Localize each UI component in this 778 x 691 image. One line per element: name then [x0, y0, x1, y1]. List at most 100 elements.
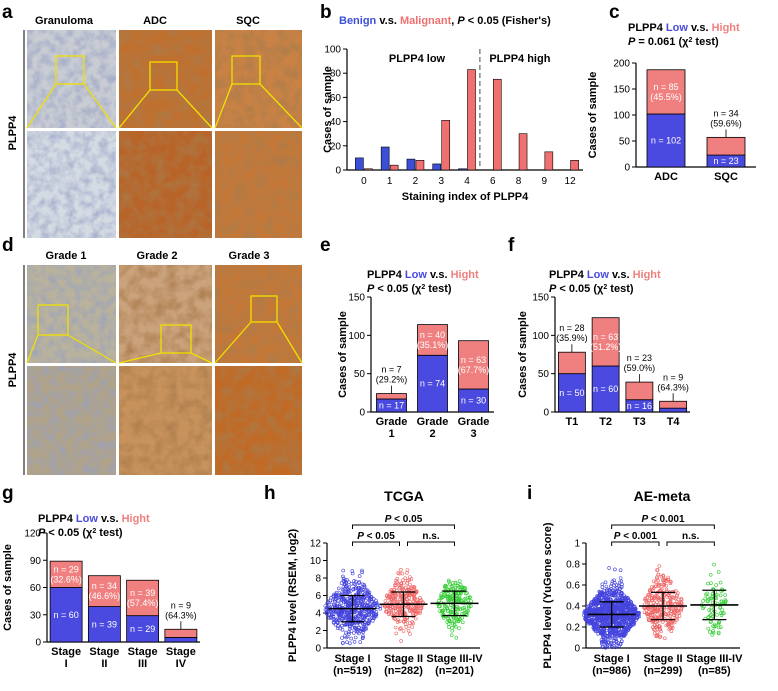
panel-letter: c [609, 2, 620, 23]
data-point [706, 615, 711, 619]
data-point [618, 593, 623, 598]
chart-title: AE-meta [634, 488, 691, 504]
y-tick-label: 0 [315, 644, 321, 655]
data-point [353, 602, 358, 606]
data-point [467, 595, 472, 600]
bar-high [591, 317, 620, 367]
data-point [711, 630, 716, 635]
data-point [668, 581, 673, 586]
y-tick-label: 150 [613, 85, 630, 96]
y-axis-label: Cases of sample [517, 311, 529, 398]
data-point [464, 610, 469, 614]
data-point [701, 606, 705, 611]
significance-bracket [611, 541, 660, 546]
data-point [335, 619, 340, 624]
panel-d: d Grade 1 Grade 2 Grade 3 PLPP4 [2, 235, 303, 475]
data-point [647, 598, 651, 603]
data-point [399, 593, 403, 598]
data-point [651, 607, 655, 612]
panel-a: a Granuloma ADC SQC PLPP4 [2, 2, 303, 238]
data-point [388, 606, 393, 611]
data-point [618, 568, 623, 573]
data-point [409, 577, 414, 581]
data-point [648, 594, 652, 598]
data-point [659, 574, 664, 579]
high-count-label: n = 7 (29.2%) [376, 365, 408, 385]
data-point [616, 631, 620, 636]
data-point [642, 610, 647, 615]
data-point [632, 622, 636, 626]
data-point [374, 610, 379, 614]
bar-high [646, 69, 686, 115]
data-point [600, 631, 604, 636]
chart-subtitle: P < 0.05 (χ2 test) [38, 527, 123, 539]
x-tick-label: Stage I (n=519) [333, 653, 372, 677]
data-point [582, 610, 587, 615]
panel-letter: f [508, 235, 515, 256]
data-point [359, 612, 363, 617]
data-point [587, 609, 592, 614]
data-point [345, 578, 349, 582]
data-point [362, 614, 367, 619]
data-point [615, 633, 619, 638]
data-point [447, 625, 451, 630]
bar-malignant [364, 168, 373, 171]
data-point [603, 580, 608, 585]
data-point [633, 607, 638, 612]
data-point [670, 626, 675, 630]
data-point [607, 587, 612, 592]
y-axis-label: Cases of sample [322, 66, 334, 153]
bar-high [417, 324, 448, 356]
x-tick-label: T3 [633, 416, 646, 428]
data-point [350, 571, 355, 576]
data-point [635, 616, 639, 621]
data-point [668, 613, 673, 618]
data-point [675, 593, 679, 598]
data-point [325, 605, 329, 610]
data-point [400, 571, 405, 576]
data-point [360, 582, 365, 587]
x-tick-label: 0 [361, 176, 367, 187]
x-tick-label: Stage I [51, 646, 81, 670]
data-point [600, 582, 605, 587]
data-point [466, 595, 470, 600]
data-point [602, 640, 607, 644]
data-point [343, 589, 347, 594]
bar-malignant [570, 160, 579, 171]
data-point [408, 575, 412, 579]
data-point [336, 586, 341, 591]
bar-high [706, 136, 746, 156]
chart-subtitle: P = 0.061 (χ2 test) [628, 36, 719, 48]
data-point [341, 641, 345, 645]
bar-low [87, 606, 121, 643]
bar-malignant [415, 160, 425, 171]
y-tick-label: 0 [35, 638, 41, 649]
data-point [357, 580, 362, 584]
data-point [707, 630, 712, 634]
y-tick-label: 150 [532, 293, 549, 304]
data-point [652, 623, 657, 628]
y-tick-label: 0.8 [566, 560, 580, 571]
data-point [399, 581, 404, 586]
data-point [329, 609, 333, 614]
data-point [333, 622, 338, 627]
high-count-label: n = 85 (45.5%) [650, 82, 682, 102]
data-point [718, 625, 723, 630]
data-point [652, 627, 656, 632]
data-point [387, 612, 391, 617]
data-point [361, 628, 365, 633]
data-point [351, 587, 356, 591]
data-point [612, 578, 616, 583]
data-point [339, 601, 344, 605]
data-point [463, 586, 467, 590]
data-point [371, 612, 376, 616]
data-point [673, 589, 678, 593]
bar-high [557, 351, 586, 375]
low-count-label: n = 23 [713, 156, 738, 166]
data-point [618, 642, 623, 646]
data-point [585, 605, 590, 609]
data-point [347, 610, 351, 615]
y-tick-label: 30 [30, 610, 42, 621]
low-count-label: n = 60 [593, 384, 618, 394]
x-tick-label: 4 [464, 176, 470, 187]
